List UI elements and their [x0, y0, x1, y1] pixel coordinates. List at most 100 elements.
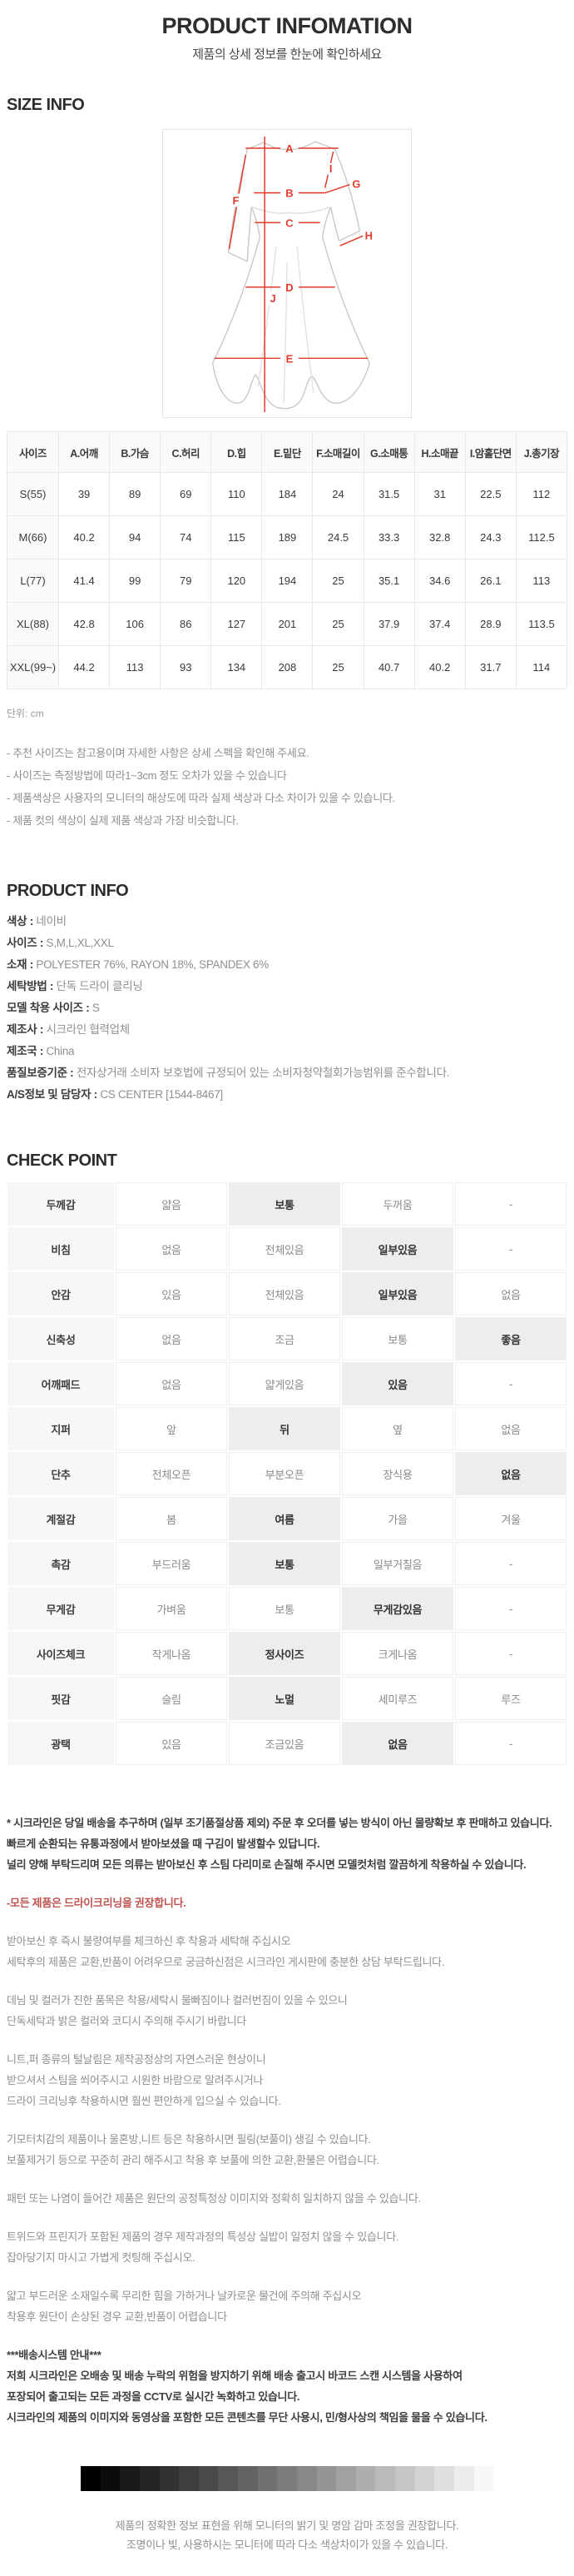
- dress-diagram-svg: A B C D E F G H I J: [211, 137, 373, 412]
- check-row-label: 두께감: [7, 1182, 114, 1226]
- size-value-cell: 24.5: [312, 515, 364, 559]
- check-option-cell: -: [455, 1587, 567, 1630]
- grayscale-step: [473, 2466, 494, 2491]
- size-value-cell: 112: [515, 472, 568, 516]
- size-value-cell: 201: [261, 602, 314, 646]
- grayscale-step: [355, 2466, 376, 2491]
- size-value-cell: 25: [312, 559, 364, 603]
- dress-measurement-diagram: A B C D E F G H I J: [162, 129, 412, 418]
- size-value-cell: 194: [261, 559, 314, 603]
- check-option-cell: 앞: [116, 1407, 227, 1450]
- product-field-separator: :: [27, 958, 37, 971]
- check-option-selected: 노멀: [229, 1677, 340, 1720]
- size-value-cell: 35.1: [363, 559, 415, 603]
- product-field-value: CS CENTER [1544-8467]: [100, 1088, 223, 1101]
- product-field-row: 제조사 : 시크라인 협력업체: [7, 1019, 574, 1041]
- notice-line: 포장되어 출고되는 모든 과정을 CCTV로 실시간 녹화하고 있습니다.: [7, 2390, 300, 2403]
- product-field-separator: :: [47, 980, 57, 992]
- check-option-cell: 두꺼움: [342, 1182, 453, 1226]
- footnote-line: 조명이나 빛, 사용하시는 모니터에 따라 다소 색상차이가 있을 수 있습니다…: [126, 2539, 448, 2551]
- size-value-cell: 127: [210, 602, 263, 646]
- check-option-selected: 보통: [229, 1182, 340, 1226]
- check-option-cell: 루즈: [455, 1677, 567, 1720]
- size-value-cell: 24.3: [464, 515, 517, 559]
- check-option-cell: 장식용: [342, 1452, 453, 1495]
- check-row-label: 계절감: [7, 1497, 114, 1540]
- size-value-cell: 40.2: [413, 645, 466, 689]
- grayscale-step: [277, 2466, 297, 2491]
- product-fields: 색상 : 네이비 사이즈 : S,M,L,XL,XXL 소재 : POLYESTER…: [7, 911, 574, 1106]
- product-field-value: 전자상거래 소비자 보호법에 규정되어 있는 소비자청약철회가능범위를 준수합니…: [76, 1067, 450, 1079]
- size-info-section: SIZE INFO: [0, 96, 574, 832]
- label-I: I: [329, 162, 333, 175]
- size-info-heading: SIZE INFO: [7, 96, 85, 114]
- check-option-cell: 작게나옴: [116, 1632, 227, 1675]
- size-value-cell: 89: [109, 472, 161, 516]
- check-option-cell: 조금있음: [229, 1722, 340, 1765]
- product-field-label: 모델 착용 사이즈: [7, 1002, 83, 1014]
- notice-line: 기모터치감의 제품이나 울혼방,니트 등은 착용하시면 필링(보풀이) 생길 수…: [7, 2133, 371, 2146]
- label-chips: [230, 162, 336, 306]
- product-field-label: 색상: [7, 915, 27, 927]
- check-point-heading: CHECK POINT: [7, 1151, 117, 1170]
- product-field-row: 품질보증기준 : 전자상거래 소비자 보호법에 규정되어 있는 소비자청약철회가…: [7, 1062, 574, 1084]
- product-field-value: China: [46, 1045, 75, 1057]
- size-table-row: XL(88) 42.8 106 86 127 201 25 37.9 37.4 28.9 113.5: [7, 602, 568, 646]
- check-option-cell: -: [455, 1632, 567, 1675]
- check-option-cell: 없음: [455, 1272, 567, 1315]
- grayscale-step: [414, 2466, 435, 2491]
- check-point-table-body: 두께감 얇음 보통 두꺼움 - 비침 없음 전체있음 일부있음 - 안감 있음 전체있음 일부있음 없음 신축…: [7, 1182, 567, 1765]
- size-value-cell: 25: [312, 645, 364, 689]
- grayscale-calibration-bar: [81, 2466, 494, 2491]
- notice-line: 착용후 원단이 손상된 경우 교환,반품이 어렵습니다: [7, 2310, 227, 2323]
- check-option-selected: 무게감있음: [342, 1587, 453, 1630]
- size-value-cell: 33.3: [363, 515, 415, 559]
- check-point-row: 신축성 없음 조금 보통 좋음: [7, 1317, 567, 1360]
- check-point-row: 무게감 가벼움 보통 무게감있음 -: [7, 1587, 567, 1630]
- size-note-line: - 제품 컷의 색상이 실제 제품 색상과 가장 비슷합니다.: [7, 814, 239, 827]
- check-option-cell: 봄: [116, 1497, 227, 1540]
- check-option-selected: 보통: [229, 1542, 340, 1585]
- size-value-cell: 39: [57, 472, 111, 516]
- size-value-cell: 42.8: [57, 602, 111, 646]
- check-option-cell: 보통: [342, 1317, 453, 1360]
- size-table-column-header: E.밑단: [261, 431, 314, 473]
- product-info-section: PRODUCT INFO 색상 : 네이비 사이즈 : S,M,L,XL,XXL 소…: [0, 882, 574, 1106]
- size-value-cell: 113: [515, 559, 568, 603]
- check-point-row: 두께감 얇음 보통 두꺼움 -: [7, 1182, 567, 1226]
- product-field-label: 소재: [7, 958, 27, 971]
- check-point-row: 어깨패드 없음 얇게있음 있음 -: [7, 1362, 567, 1405]
- product-field-separator: :: [37, 1045, 47, 1057]
- check-option-cell: 없음: [455, 1407, 567, 1450]
- check-row-label: 단추: [7, 1452, 114, 1495]
- size-table-column-header: F.소매길이: [312, 431, 364, 473]
- measurement-lines: [214, 137, 369, 412]
- size-table-column-header: I.암홀단면: [464, 431, 517, 473]
- check-option-cell: 없음: [116, 1362, 227, 1405]
- check-option-cell: 가을: [342, 1497, 453, 1540]
- check-option-cell: 옆: [342, 1407, 453, 1450]
- grayscale-step: [434, 2466, 454, 2491]
- check-point-row: 계절감 봄 여름 가을 겨울: [7, 1497, 567, 1540]
- check-option-cell: -: [455, 1227, 567, 1271]
- product-field-row: 모델 착용 사이즈 : S: [7, 997, 574, 1019]
- check-option-selected: 일부있음: [342, 1227, 453, 1271]
- size-value-cell: 25: [312, 602, 364, 646]
- size-value-cell: 32.8: [413, 515, 466, 559]
- size-table: 사이즈 A.어깨 B.가슴 C.허리 D.힙 E.밑단 F.소매길이 G.소매통 H.소매끝 I.…: [7, 431, 568, 689]
- size-value-cell: 40.7: [363, 645, 415, 689]
- size-value-cell: 110: [210, 472, 263, 516]
- dress-outline: [211, 141, 370, 410]
- label-A: A: [285, 142, 293, 155]
- check-option-selected: 좋음: [455, 1317, 567, 1360]
- check-option-cell: 세미루즈: [342, 1677, 453, 1720]
- notice-line: 패턴 또는 나염이 들어간 제품은 원단의 공정특정상 이미지와 정확히 일치하…: [7, 2192, 421, 2205]
- size-table-column-header: A.어깨: [57, 431, 111, 473]
- check-option-cell: 부드러움: [116, 1542, 227, 1585]
- size-table-row: M(66) 40.2 94 74 115 189 24.5 33.3 32.8 24.3 112.5: [7, 515, 568, 559]
- check-option-cell: 없음: [116, 1227, 227, 1271]
- product-field-row: A/S정보 및 담당자 : CS CENTER [1544-8467]: [7, 1084, 574, 1106]
- check-row-label: 무게감: [7, 1587, 114, 1630]
- notice-line: 받아보신 후 즉시 불량여부를 체크하신 후 착용과 세탁해 주십시오: [7, 1935, 291, 1947]
- check-point-row: 광택 있음 조금있음 없음 -: [7, 1722, 567, 1765]
